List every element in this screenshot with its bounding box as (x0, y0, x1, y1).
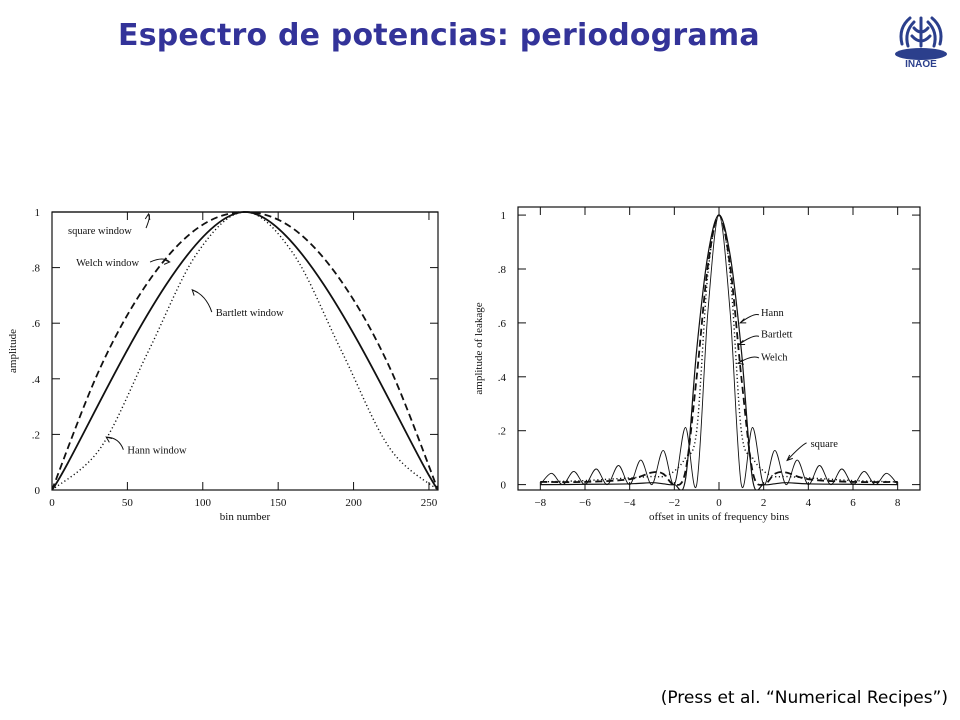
x-axis-label: offset in units of frequency bins (649, 511, 789, 523)
logo-text: INAOE (905, 59, 937, 70)
annotation-hann-arrow-head (739, 318, 747, 324)
annotation-hann-window: Hann window (127, 446, 187, 457)
annotation-welch-window: Welch window (76, 258, 139, 269)
leakage-chart: −8 −6 −4 −2 0 2 4 6 8 0 .2 .4 .6 .8 1 offset in units o… (473, 206, 921, 523)
annotation-welch-arrow-head (736, 359, 744, 365)
series-hann-window (52, 211, 438, 490)
annotation-square-arrow (786, 442, 807, 461)
annotation-bartlett-window-arrow (192, 289, 213, 313)
annotation-welch-window-arrow-head (163, 259, 171, 265)
plot-frame (51, 211, 439, 491)
y-tick-label: 1 (501, 210, 507, 222)
x-tick-label: −2 (668, 497, 680, 509)
annotation-bartlett-arrow-head (737, 339, 746, 346)
annotation-bartlett-window-arrow-head (191, 288, 198, 296)
series-bartlett (540, 214, 898, 486)
x-tick-label: −4 (624, 497, 636, 509)
x-tick-label: 200 (345, 497, 362, 509)
y-tick-label: .6 (32, 318, 41, 330)
series-hann (540, 214, 898, 490)
x-tick-label: 100 (195, 497, 212, 509)
inaoe-logo: INAOE (895, 16, 947, 70)
x-tick-label: 50 (122, 497, 134, 509)
annotation-welch-arrow (737, 356, 760, 364)
y-tick-label: .6 (498, 318, 507, 330)
x-tick-label: 8 (895, 497, 901, 509)
x-tick-label: 4 (806, 497, 812, 509)
series-square (539, 214, 899, 489)
x-tick-label: 2 (761, 497, 767, 509)
series-welch-window (52, 211, 438, 490)
annotation-hann: Hann (761, 308, 784, 319)
series-welch (540, 214, 898, 483)
y-tick-label: .8 (32, 263, 41, 275)
annotation-square: square (811, 439, 839, 450)
x-tick-label: 0 (716, 497, 722, 509)
annotation-square-window: square window (68, 226, 132, 237)
y-axis-label: amplitude (7, 329, 19, 373)
x-axis-label: bin number (220, 511, 271, 523)
x-tick-label: −8 (534, 497, 546, 509)
series-bartlett-window (52, 211, 438, 490)
annotation-square-window-arrow-head (144, 212, 151, 220)
annotation-welch: Welch (761, 353, 788, 364)
annotation-hann-window-arrow (106, 436, 124, 450)
annotation-hann-arrow (739, 314, 760, 324)
y-axis-label: amplitude of leakage (473, 302, 485, 394)
annotation-bartlett-arrow (738, 335, 760, 345)
annotation-bartlett: Bartlett (761, 330, 793, 341)
annotation-hann-window-arrow-head (105, 436, 113, 443)
x-tick-label: 0 (49, 497, 55, 509)
y-tick-label: 1 (35, 207, 41, 219)
y-tick-label: .2 (498, 426, 506, 438)
plot-frame (517, 206, 921, 491)
x-tick-label: 150 (270, 497, 287, 509)
y-tick-label: 0 (35, 485, 41, 497)
y-tick-label: .2 (32, 429, 40, 441)
slide-title: Espectro de potencias: periodograma (118, 18, 760, 53)
y-tick-label: .8 (498, 264, 507, 276)
y-tick-label: .4 (32, 374, 41, 386)
window-functions-chart: 0 50 100 150 200 250 0 .2 .4 .6 .8 1 bin number ampli… (7, 207, 439, 523)
x-tick-label: 250 (421, 497, 438, 509)
x-tick-label: 6 (850, 497, 856, 509)
y-tick-label: .4 (498, 372, 507, 384)
y-tick-label: 0 (501, 480, 507, 492)
source-credit: (Press et al. “Numerical Recipes”) (660, 688, 948, 708)
annotation-square-arrow-head (786, 454, 793, 462)
x-tick-label: −6 (579, 497, 591, 509)
annotation-bartlett-window: Bartlett window (216, 308, 284, 319)
